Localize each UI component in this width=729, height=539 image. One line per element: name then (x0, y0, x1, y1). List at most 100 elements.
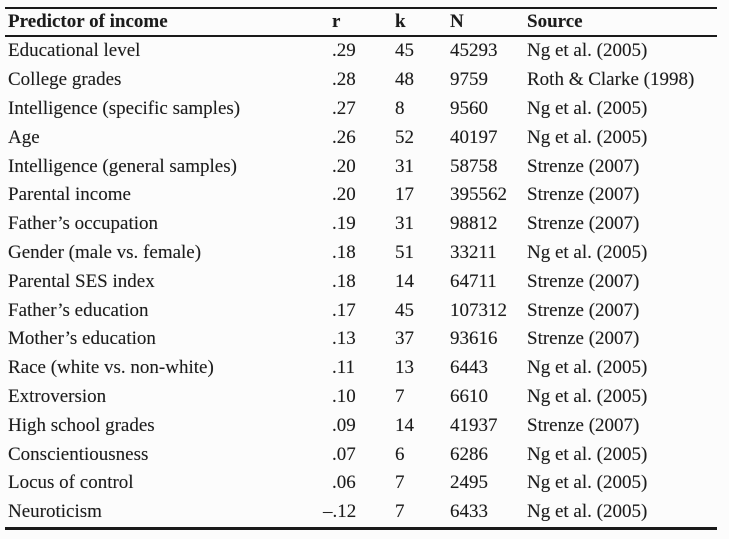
cell-source: Strenze (2007) (527, 270, 640, 292)
cell-r: .06 (332, 472, 356, 494)
cell-k: 7 (395, 501, 405, 523)
cell-predictor: Mother’s education (8, 328, 156, 350)
cell-k: 17 (395, 184, 414, 206)
table-row: Neuroticism –.12 7 6433 Ng et al. (2005) (5, 498, 717, 528)
cell-source: Strenze (2007) (527, 299, 640, 321)
cell-r: .20 (332, 155, 356, 177)
cell-source: Roth & Clarke (1998) (527, 69, 695, 91)
table-row: Conscientiousness .07 6 6286 Ng et al. (2005… (5, 440, 717, 469)
table-header-row: Predictor of income r k N Source (5, 8, 717, 37)
cell-predictor: College grades (8, 69, 122, 91)
column-header-source: Source (527, 8, 717, 37)
column-header-n: N (450, 8, 527, 37)
table-row: Parental SES index .18 14 64711 Strenze (200… (5, 267, 717, 296)
table-row: High school grades .09 14 41937 Strenze (200… (5, 411, 717, 440)
cell-source: Ng et al. (2005) (527, 241, 648, 263)
table-row: Intelligence (general samples) .20 31 58758… (5, 152, 717, 181)
cell-r: .19 (332, 213, 356, 235)
cell-n: 64711 (450, 270, 497, 292)
cell-n: 107312 (450, 299, 507, 321)
column-header-r: r (332, 8, 395, 37)
cell-predictor: Neuroticism (8, 501, 102, 523)
cell-n: 9759 (450, 69, 488, 91)
cell-r: .29 (332, 40, 356, 62)
table-row: Mother’s education .13 37 93616 Strenze (200… (5, 325, 717, 354)
cell-r: .18 (332, 241, 356, 263)
cell-source: Ng et al. (2005) (527, 385, 648, 407)
cell-n: 6610 (450, 385, 488, 407)
table-row: Parental income .20 17 395562 Strenze (2007) (5, 181, 717, 210)
cell-predictor: Intelligence (specific samples) (8, 97, 241, 119)
cell-predictor: Father’s education (8, 299, 149, 321)
cell-source: Ng et al. (2005) (527, 443, 648, 465)
table-row: Father’s education .17 45 107312 Strenze (20… (5, 296, 717, 325)
cell-r: –.12 (323, 501, 357, 523)
cell-source: Strenze (2007) (527, 184, 640, 206)
income-predictors-table: Predictor of income r k N Source Educati… (5, 7, 717, 530)
cell-predictor: Father’s occupation (8, 213, 159, 235)
table-row: Gender (male vs. female) .18 51 33211 Ng et … (5, 239, 717, 268)
cell-source: Strenze (2007) (527, 328, 640, 350)
cell-r: .17 (332, 299, 356, 321)
cell-predictor: Intelligence (general samples) (8, 155, 237, 177)
cell-predictor: Conscientiousness (8, 443, 149, 465)
cell-source: Ng et al. (2005) (527, 40, 648, 62)
cell-r: .27 (332, 97, 356, 119)
cell-r: .09 (332, 414, 356, 436)
cell-n: 6443 (450, 357, 488, 379)
cell-n: 45293 (450, 40, 498, 62)
cell-source: Ng et al. (2005) (527, 97, 648, 119)
cell-k: 6 (395, 443, 405, 465)
cell-k: 8 (395, 97, 405, 119)
cell-k: 31 (395, 213, 414, 235)
cell-n: 41937 (450, 414, 498, 436)
cell-k: 13 (395, 357, 414, 379)
column-header-predictor: Predictor of income (5, 8, 332, 37)
cell-n: 6286 (450, 443, 488, 465)
table-row: Race (white vs. non-white) .11 13 6443 Ng et… (5, 354, 717, 383)
column-header-k: k (395, 8, 450, 37)
table-row: Intelligence (specific samples) .27 8 9560 N… (5, 95, 717, 124)
cell-k: 7 (395, 472, 405, 494)
table-row: Age .26 52 40197 Ng et al. (2005) (5, 123, 717, 152)
cell-n: 9560 (450, 97, 488, 119)
table-row: Educational level .29 45 45293 Ng et al. (20… (5, 36, 717, 66)
cell-k: 31 (395, 155, 414, 177)
cell-source: Ng et al. (2005) (527, 126, 648, 148)
cell-predictor: Gender (male vs. female) (8, 241, 202, 263)
cell-r: .28 (332, 69, 356, 91)
table-body: Educational level .29 45 45293 Ng et al. (20… (5, 36, 717, 528)
cell-r: .07 (332, 443, 356, 465)
cell-source: Strenze (2007) (527, 414, 640, 436)
cell-predictor: High school grades (8, 414, 155, 436)
cell-predictor: Age (8, 126, 40, 148)
cell-n: 33211 (450, 241, 497, 263)
cell-source: Ng et al. (2005) (527, 501, 648, 523)
cell-n: 395562 (450, 184, 507, 206)
cell-predictor: Race (white vs. non-white) (8, 357, 214, 379)
cell-k: 37 (395, 328, 414, 350)
cell-k: 51 (395, 241, 414, 263)
cell-predictor: Educational level (8, 40, 141, 62)
cell-k: 52 (395, 126, 414, 148)
cell-n: 40197 (450, 126, 498, 148)
cell-r: .10 (332, 385, 356, 407)
cell-r: .13 (332, 328, 356, 350)
cell-k: 48 (395, 69, 414, 91)
cell-n: 93616 (450, 328, 498, 350)
cell-source: Ng et al. (2005) (527, 472, 648, 494)
cell-k: 14 (395, 270, 414, 292)
cell-source: Strenze (2007) (527, 213, 640, 235)
cell-n: 58758 (450, 155, 498, 177)
cell-k: 7 (395, 385, 405, 407)
cell-n: 6433 (450, 501, 488, 523)
cell-n: 2495 (450, 472, 488, 494)
table-row: Extroversion .10 7 6610 Ng et al. (2005) (5, 383, 717, 412)
table-row: Father’s occupation .19 31 98812 Strenze (20… (5, 210, 717, 239)
cell-r: .26 (332, 126, 356, 148)
cell-predictor: Parental income (8, 184, 131, 206)
cell-r: .11 (332, 357, 356, 379)
cell-n: 98812 (450, 213, 498, 235)
cell-predictor: Parental SES index (8, 270, 155, 292)
cell-k: 45 (395, 299, 414, 321)
